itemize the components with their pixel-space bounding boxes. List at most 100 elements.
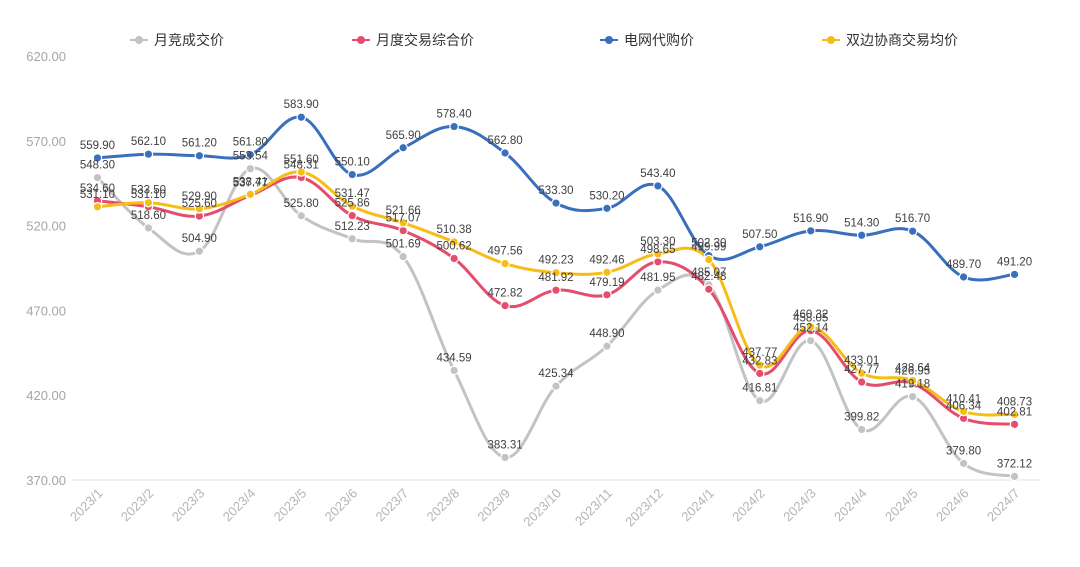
data-point-bilateral[interactable] <box>347 201 358 211</box>
data-label-grid-purchase: 514.30 <box>844 217 879 229</box>
data-label-monthly-composite: 517.07 <box>386 213 421 225</box>
data-point-monthly-auction[interactable] <box>856 424 867 435</box>
data-point-monthly-auction[interactable] <box>653 285 663 295</box>
data-point-monthly-auction[interactable] <box>296 210 307 221</box>
data-point-monthly-auction[interactable] <box>551 381 561 391</box>
data-point-bilateral[interactable] <box>1009 409 1020 420</box>
data-point-grid-purchase[interactable] <box>398 142 408 153</box>
legend-item-grid-purchase[interactable]: 电网代购价 <box>600 30 694 50</box>
data-point-monthly-auction[interactable] <box>449 365 459 376</box>
x-tick-label: 2023/11 <box>572 486 615 529</box>
data-point-bilateral[interactable] <box>449 237 459 247</box>
data-point-bilateral[interactable] <box>754 360 765 370</box>
legend-item-monthly-auction[interactable]: 月竞成交价 <box>130 30 224 50</box>
data-point-bilateral[interactable] <box>805 322 816 332</box>
data-point-grid-purchase[interactable] <box>754 242 765 252</box>
data-point-monthly-auction[interactable] <box>194 246 205 257</box>
data-point-grid-purchase[interactable] <box>805 226 816 236</box>
data-label-grid-purchase: 550.10 <box>335 157 370 169</box>
data-point-grid-purchase[interactable] <box>92 153 103 163</box>
data-label-monthly-composite: 548.31 <box>284 160 319 172</box>
x-tick-label: 2023/2 <box>118 486 157 525</box>
legend-label: 电网代购价 <box>624 32 694 48</box>
data-point-monthly-auction[interactable] <box>347 233 358 244</box>
data-point-monthly-composite[interactable] <box>602 290 612 300</box>
data-point-bilateral[interactable] <box>92 201 103 212</box>
data-label-monthly-auction: 372.12 <box>997 458 1032 470</box>
x-tick-label: 2024/7 <box>984 486 1023 525</box>
chart-legend: 月竞成交价 月度交易综合价 电网代购价 双边协商交易均价 <box>0 30 1080 52</box>
data-point-grid-purchase[interactable] <box>856 230 867 241</box>
data-label-grid-purchase: 516.70 <box>895 213 930 225</box>
data-point-monthly-composite[interactable] <box>754 368 765 379</box>
data-point-monthly-composite[interactable] <box>551 285 561 295</box>
data-point-monthly-auction[interactable] <box>500 452 510 463</box>
data-point-bilateral[interactable] <box>704 254 714 265</box>
data-label-monthly-auction: 399.82 <box>844 411 879 423</box>
data-label-monthly-composite: 479.19 <box>589 277 624 289</box>
data-point-grid-purchase[interactable] <box>653 181 663 191</box>
data-point-monthly-auction[interactable] <box>805 335 816 346</box>
data-point-bilateral[interactable] <box>958 406 969 417</box>
x-axis: 2023/1 2023/2 2023/3 2023/4 2023/5 2023/6 2023… <box>67 486 1023 530</box>
data-point-monthly-auction[interactable] <box>754 395 765 406</box>
data-point-bilateral[interactable] <box>143 197 154 208</box>
data-point-monthly-composite[interactable] <box>449 253 459 264</box>
data-point-bilateral[interactable] <box>398 217 408 228</box>
data-point-bilateral[interactable] <box>856 368 867 378</box>
data-point-grid-purchase[interactable] <box>194 150 205 161</box>
data-label-bilateral: 428.64 <box>895 363 931 375</box>
data-label-grid-purchase: 502.30 <box>691 238 726 250</box>
data-point-monthly-auction[interactable] <box>1009 471 1020 482</box>
data-point-monthly-auction[interactable] <box>398 251 408 262</box>
data-point-grid-purchase[interactable] <box>602 203 612 214</box>
data-label-monthly-composite: 432.83 <box>742 355 777 367</box>
data-point-bilateral[interactable] <box>296 167 307 177</box>
data-point-bilateral[interactable] <box>194 204 205 214</box>
data-label-bilateral: 492.46 <box>589 254 624 266</box>
data-point-grid-purchase[interactable] <box>907 226 918 236</box>
data-point-bilateral[interactable] <box>551 267 561 278</box>
data-point-grid-purchase[interactable] <box>296 112 307 123</box>
data-point-grid-purchase[interactable] <box>245 149 256 160</box>
legend-item-monthly-composite[interactable]: 月度交易综合价 <box>352 30 474 50</box>
data-point-bilateral[interactable] <box>602 267 612 278</box>
data-point-monthly-auction[interactable] <box>245 163 256 174</box>
data-label-monthly-auction: 518.60 <box>131 210 166 222</box>
data-label-bilateral: 408.73 <box>997 396 1032 408</box>
data-point-bilateral[interactable] <box>653 249 663 259</box>
data-point-bilateral[interactable] <box>907 375 918 386</box>
legend-item-bilateral[interactable]: 双边协商交易均价 <box>822 30 958 50</box>
data-point-monthly-auction[interactable] <box>92 172 103 183</box>
data-label-monthly-auction: 379.80 <box>946 445 981 457</box>
data-point-monthly-composite[interactable] <box>653 257 663 267</box>
data-point-bilateral[interactable] <box>500 258 510 269</box>
data-point-grid-purchase[interactable] <box>958 272 969 282</box>
data-point-grid-purchase[interactable] <box>1009 269 1020 280</box>
y-axis: 370.00 420.00 470.00 520.00 570.00 620.00 <box>26 49 66 488</box>
y-tick-label: 470.00 <box>26 303 66 318</box>
data-point-monthly-composite[interactable] <box>500 300 510 311</box>
data-point-grid-purchase[interactable] <box>347 169 358 180</box>
legend-swatch-red <box>352 35 370 45</box>
data-point-monthly-composite[interactable] <box>347 210 358 221</box>
data-point-grid-purchase[interactable] <box>551 198 561 208</box>
data-point-monthly-auction[interactable] <box>602 341 612 351</box>
data-point-monthly-auction[interactable] <box>958 458 969 469</box>
data-point-bilateral[interactable] <box>245 189 256 200</box>
data-point-monthly-composite[interactable] <box>398 225 408 236</box>
y-tick-label: 620.00 <box>26 49 66 64</box>
data-point-monthly-auction[interactable] <box>907 391 918 402</box>
data-label-monthly-composite: 531.10 <box>131 189 166 201</box>
series-line-monthly-auction[interactable] <box>96 166 1016 478</box>
data-point-grid-purchase[interactable] <box>449 121 459 132</box>
x-tick-label: 2023/4 <box>220 486 259 525</box>
data-label-monthly-auction: 512.23 <box>335 221 370 233</box>
data-point-monthly-auction[interactable] <box>143 223 154 233</box>
data-point-grid-purchase[interactable] <box>143 149 154 159</box>
data-label-bilateral: 499.99 <box>691 242 726 254</box>
data-point-monthly-composite[interactable] <box>704 284 714 295</box>
data-point-monthly-composite[interactable] <box>856 377 867 387</box>
data-point-monthly-composite[interactable] <box>1009 419 1020 430</box>
data-point-grid-purchase[interactable] <box>500 148 510 158</box>
